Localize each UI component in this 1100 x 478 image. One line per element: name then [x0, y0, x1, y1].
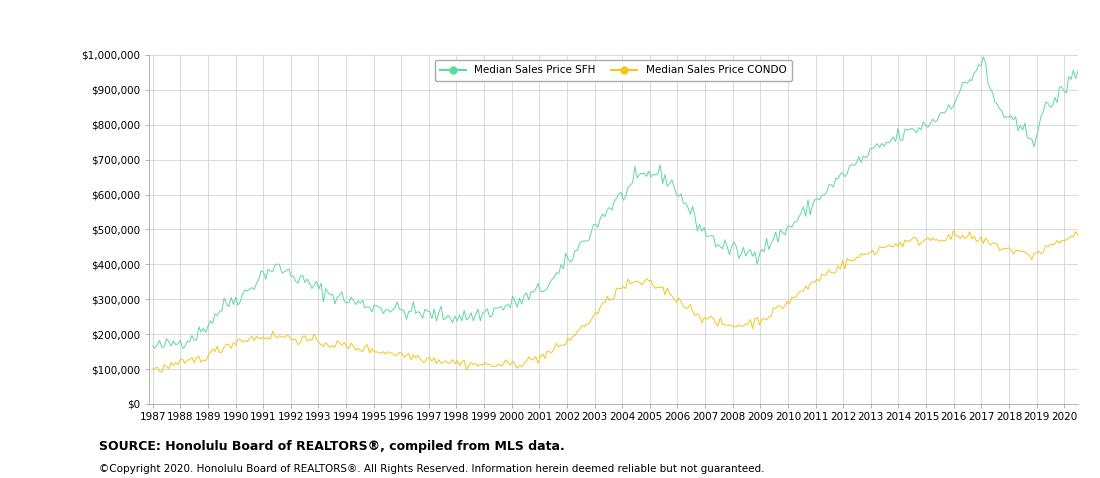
Text: SOURCE: Honolulu Board of REALTORS®, compiled from MLS data.: SOURCE: Honolulu Board of REALTORS®, com…	[99, 440, 564, 453]
Legend: Median Sales Price SFH, Median Sales Price CONDO: Median Sales Price SFH, Median Sales Pri…	[434, 60, 792, 81]
Text: ©Copyright 2020. Honolulu Board of REALTORS®. All Rights Reserved. Information h: ©Copyright 2020. Honolulu Board of REALT…	[99, 464, 764, 474]
